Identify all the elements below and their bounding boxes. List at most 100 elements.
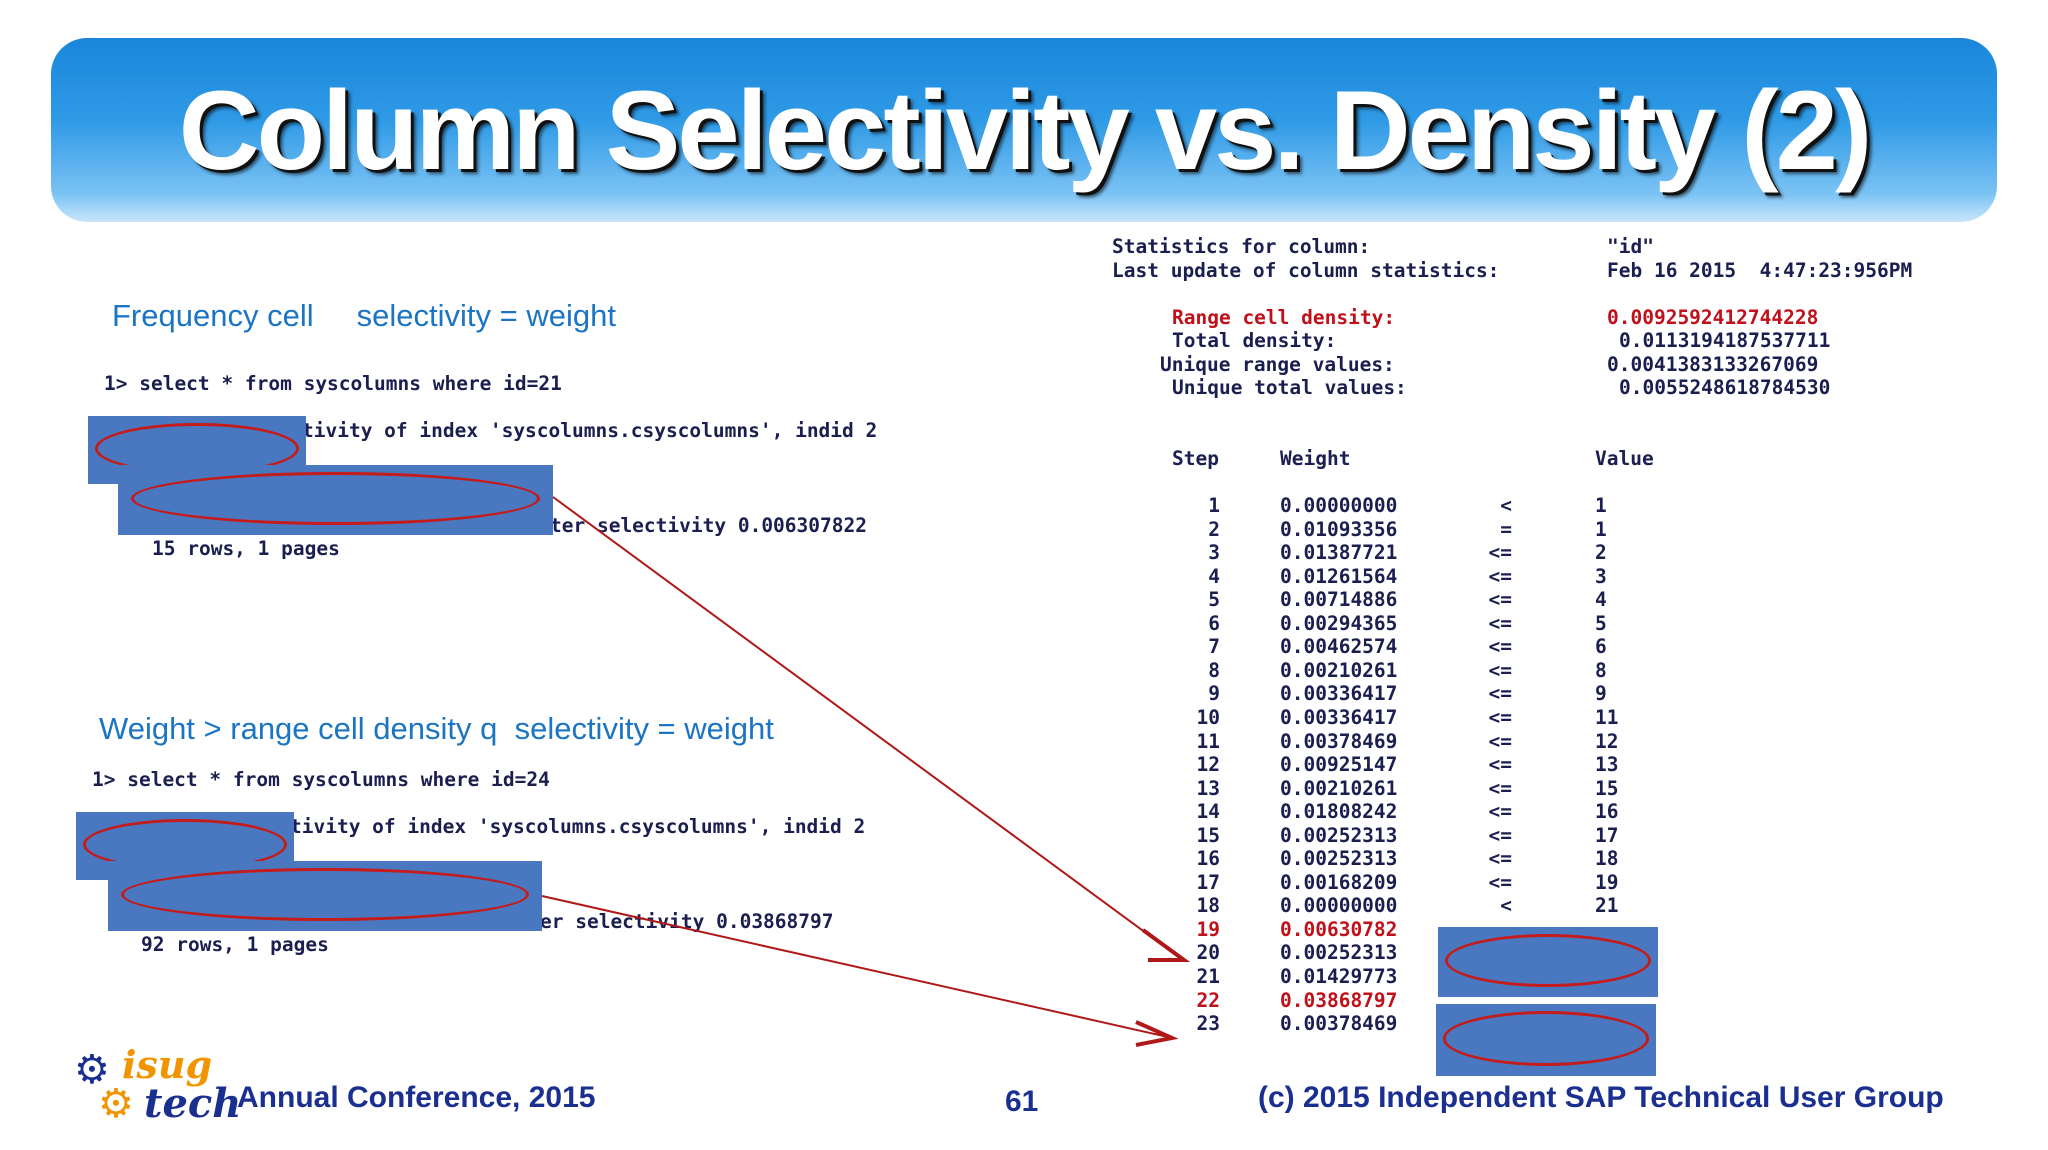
histogram-weight: 0.00252313	[1280, 941, 1398, 964]
histogram-step: 2	[1208, 518, 1220, 541]
histogram-weight: 0.03868797	[1280, 989, 1398, 1012]
query-2-selectivity: er selectivity 0.03868797	[540, 910, 834, 933]
histogram-operator: <=	[1488, 659, 1512, 682]
histogram-value: 4	[1595, 588, 1607, 611]
weight-range-heading: Weight > range cell density q selectivit…	[99, 711, 774, 746]
unique-total-label: Unique total values:	[1172, 376, 1407, 399]
query-2-rows: 92 rows, 1 pages	[141, 933, 329, 956]
histogram-step: 8	[1208, 659, 1220, 682]
logo-text-tech: tech	[144, 1080, 242, 1127]
histogram-step: 1	[1208, 494, 1220, 517]
query-1: 1> select * from syscolumns where id=21	[104, 372, 562, 395]
histogram-value: 12	[1595, 730, 1619, 753]
histogram-operator: <=	[1488, 800, 1512, 823]
histogram-weight-header: Weight	[1280, 447, 1351, 470]
redaction-cover	[1436, 1004, 1656, 1076]
isug-tech-logo: ⚙ ⚙ isug tech	[74, 1042, 241, 1128]
arrow-line-2	[541, 895, 1169, 1038]
histogram-weight: 0.01808242	[1280, 800, 1398, 823]
range-cell-density-label: Range cell density:	[1172, 306, 1396, 329]
redaction-cover	[108, 861, 542, 931]
histogram-value: 9	[1595, 682, 1607, 705]
histogram-operator: <	[1500, 894, 1512, 917]
arrow-head-1	[1141, 928, 1191, 962]
histogram-weight: 0.00210261	[1280, 659, 1398, 682]
histogram-step: 16	[1196, 847, 1220, 870]
histogram-weight: 0.00000000	[1280, 494, 1398, 517]
histogram-operator: <=	[1488, 706, 1512, 729]
histogram-step: 14	[1196, 800, 1220, 823]
histogram-value: 16	[1595, 800, 1619, 823]
query-1-rows: 15 rows, 1 pages	[152, 537, 340, 560]
histogram-weight: 0.01093356	[1280, 518, 1398, 541]
histogram-step: 9	[1208, 682, 1220, 705]
histogram-value: 3	[1595, 565, 1607, 588]
redaction-ellipse	[121, 868, 529, 922]
histogram-value: 18	[1595, 847, 1619, 870]
histogram-value: 5	[1595, 612, 1607, 635]
histogram-step: 18	[1196, 894, 1220, 917]
histogram-weight: 0.01387721	[1280, 541, 1398, 564]
histogram-step: 11	[1196, 730, 1220, 753]
histogram-operator: <=	[1488, 730, 1512, 753]
histogram-step: 19	[1196, 918, 1220, 941]
histogram-step: 15	[1196, 824, 1220, 847]
histogram-step-header: Step	[1172, 447, 1219, 470]
histogram-weight: 0.01429773	[1280, 965, 1398, 988]
unique-range-label: Unique range values:	[1160, 353, 1395, 376]
histogram-step: 21	[1196, 965, 1220, 988]
histogram-value: 6	[1595, 635, 1607, 658]
title-banner	[51, 38, 1997, 222]
histogram-step: 13	[1196, 777, 1220, 800]
histogram-operator: <=	[1488, 871, 1512, 894]
histogram-value-header: Value	[1595, 447, 1654, 470]
histogram-value: 8	[1595, 659, 1607, 682]
histogram-weight: 0.00378469	[1280, 730, 1398, 753]
redaction-cover	[118, 465, 553, 535]
stats-update-label: Last update of column statistics:	[1112, 259, 1500, 282]
histogram-operator: <	[1500, 494, 1512, 517]
histogram-weight: 0.00925147	[1280, 753, 1398, 776]
histogram-operator: <=	[1488, 541, 1512, 564]
range-cell-density-value: 0.0092592412744228	[1607, 306, 1819, 329]
unique-range-value: 0.0041383133267069	[1607, 353, 1819, 376]
histogram-operator: <=	[1488, 824, 1512, 847]
arrow-line-1	[552, 496, 1181, 959]
total-density-value: 0.0113194187537711	[1619, 329, 1831, 352]
histogram-weight: 0.00378469	[1280, 1012, 1398, 1035]
query-2-index-line: tivity of index 'syscolumns.csyscolumns'…	[290, 815, 866, 838]
histogram-weight: 0.00630782	[1280, 918, 1398, 941]
histogram-weight: 0.00714886	[1280, 588, 1398, 611]
histogram-step: 20	[1196, 941, 1220, 964]
stats-column-label: Statistics for column:	[1112, 235, 1371, 258]
total-density-label: Total density:	[1172, 329, 1337, 352]
histogram-value: 21	[1595, 894, 1619, 917]
histogram-step: 17	[1196, 871, 1220, 894]
histogram-step: 4	[1208, 565, 1220, 588]
histogram-weight: 0.00210261	[1280, 777, 1398, 800]
gear-icon: ⚙	[98, 1082, 134, 1126]
histogram-operator: <=	[1488, 777, 1512, 800]
histogram-operator: <=	[1488, 588, 1512, 611]
histogram-value: 13	[1595, 753, 1619, 776]
stats-column-value: "id"	[1607, 235, 1654, 258]
footer-conference: Annual Conference, 2015	[237, 1081, 596, 1114]
histogram-weight: 0.00336417	[1280, 706, 1398, 729]
histogram-value: 11	[1595, 706, 1619, 729]
histogram-value: 19	[1595, 871, 1619, 894]
slide-title: Column Selectivity vs. Density (2)	[178, 68, 1873, 193]
histogram-operator: =	[1500, 518, 1512, 541]
histogram-value: 15	[1595, 777, 1619, 800]
histogram-weight: 0.00168209	[1280, 871, 1398, 894]
histogram-operator: <=	[1488, 565, 1512, 588]
histogram-value: 1	[1595, 518, 1607, 541]
histogram-weight: 0.00252313	[1280, 847, 1398, 870]
gear-icon: ⚙	[74, 1048, 110, 1092]
histogram-operator: <=	[1488, 682, 1512, 705]
histogram-operator: <=	[1488, 753, 1512, 776]
frequency-cell-heading: Frequency cell selectivity = weight	[112, 298, 616, 333]
histogram-step: 22	[1196, 989, 1220, 1012]
histogram-step: 23	[1196, 1012, 1220, 1035]
histogram-step: 6	[1208, 612, 1220, 635]
